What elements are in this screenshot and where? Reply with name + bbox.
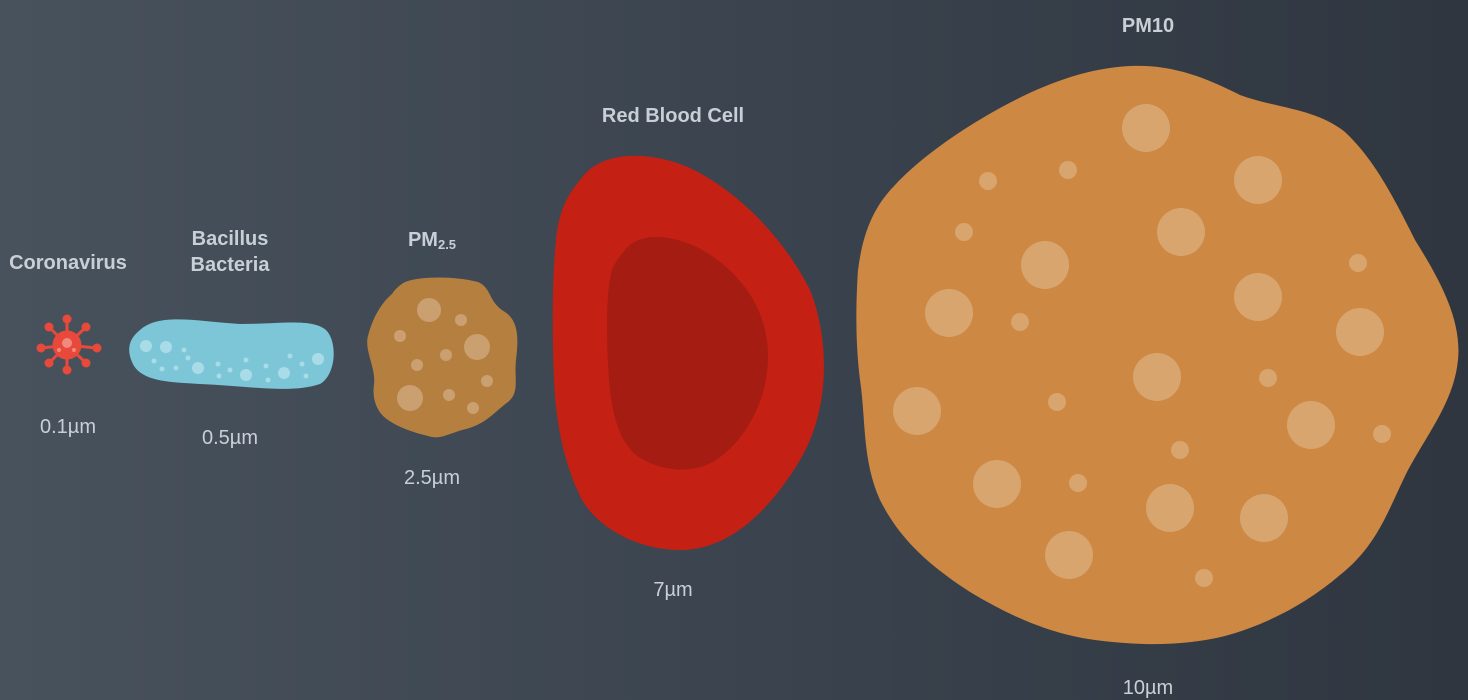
pm25-size: 2.5µm xyxy=(404,467,460,489)
pm25-label-sub: 2.5 xyxy=(437,237,457,252)
bacillus-label-line2: Bacteria xyxy=(190,254,270,276)
pm10-size: 10µm xyxy=(1122,677,1174,699)
pm25-particle-icon xyxy=(367,277,518,438)
rbc-label: Red Blood Cell xyxy=(601,105,745,127)
coronavirus-size: 0.1µm xyxy=(40,416,96,438)
pm25-label: PM2.5 xyxy=(408,227,456,258)
rbc-size: 7µm xyxy=(653,579,693,601)
bacillus-label: Bacillus Bacteria xyxy=(191,226,270,278)
bacillus-size: 0.5µm xyxy=(202,427,258,449)
coronavirus-label: Coronavirus xyxy=(9,252,127,274)
coronavirus-icon xyxy=(36,314,102,375)
red-blood-cell-icon xyxy=(552,155,824,550)
bacillus-icon xyxy=(129,319,334,389)
pm10-particle-icon xyxy=(856,65,1459,645)
pm25-label-main: PM xyxy=(407,229,438,251)
pm10-label: PM10 xyxy=(1121,15,1175,37)
bacillus-label-line1: Bacillus xyxy=(191,228,269,250)
